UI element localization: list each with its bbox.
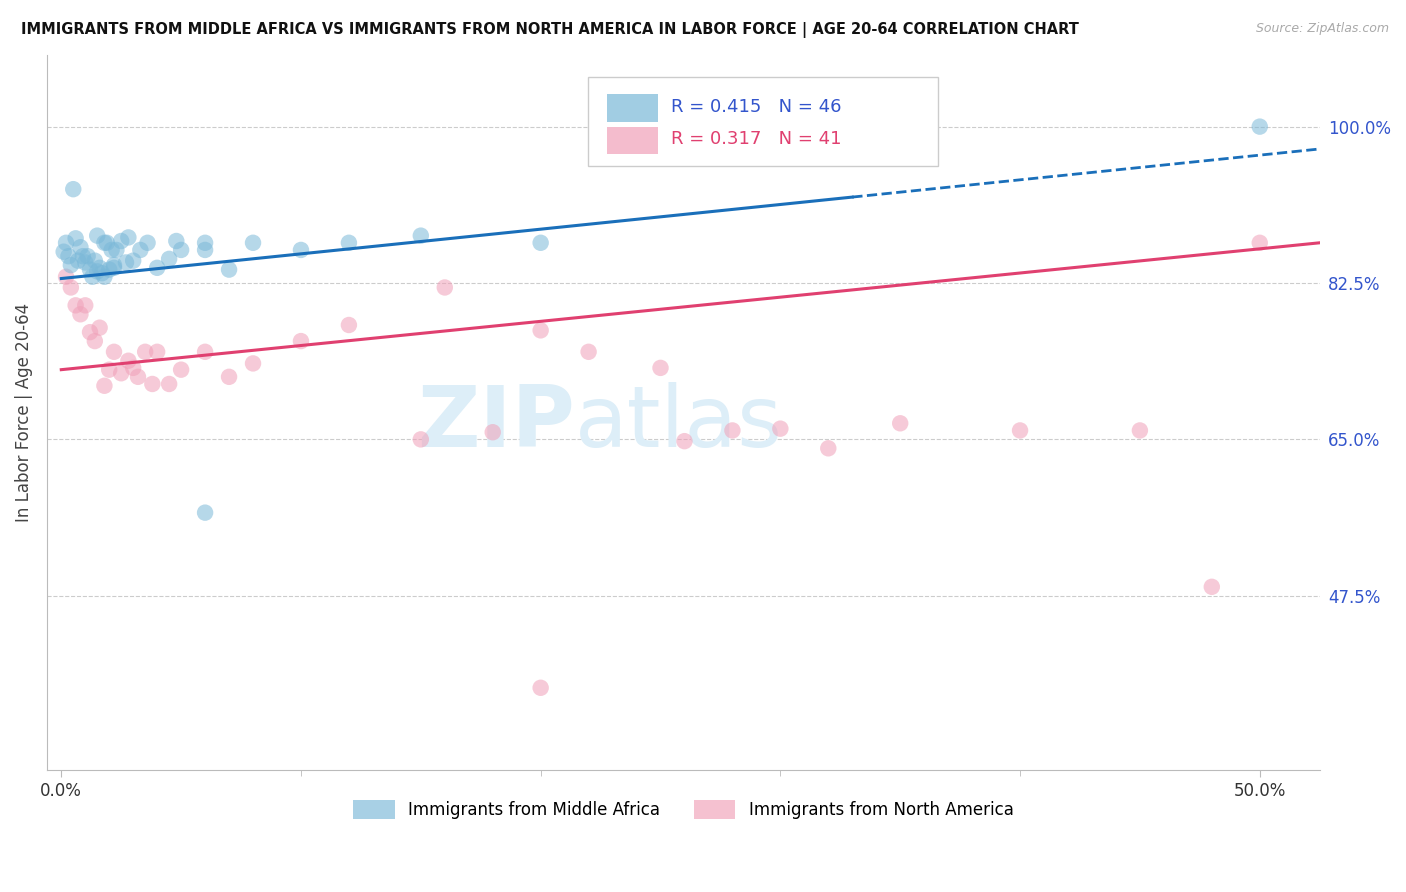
Bar bbox=[607, 127, 658, 153]
Point bbox=[110, 234, 132, 248]
FancyBboxPatch shape bbox=[588, 77, 938, 166]
Point bbox=[93, 269, 115, 284]
Point bbox=[194, 235, 217, 250]
Point bbox=[59, 280, 82, 294]
Point bbox=[165, 234, 187, 248]
Point bbox=[93, 235, 115, 250]
Point bbox=[1249, 235, 1271, 250]
Text: ZIP: ZIP bbox=[418, 382, 575, 465]
Point bbox=[194, 506, 217, 520]
Point bbox=[100, 243, 122, 257]
Point bbox=[86, 264, 108, 278]
Point bbox=[69, 240, 91, 254]
Point bbox=[290, 334, 312, 348]
Point bbox=[79, 262, 101, 277]
Point bbox=[218, 369, 240, 384]
Point bbox=[530, 681, 553, 695]
Point bbox=[721, 424, 744, 438]
Point bbox=[83, 334, 105, 348]
Point bbox=[769, 422, 792, 436]
Point bbox=[93, 378, 115, 392]
Point bbox=[122, 253, 145, 268]
Point bbox=[79, 325, 101, 339]
Point bbox=[59, 258, 82, 272]
Point bbox=[82, 269, 104, 284]
Point bbox=[89, 260, 111, 275]
Point bbox=[55, 235, 77, 250]
Point bbox=[117, 353, 139, 368]
Point bbox=[337, 235, 360, 250]
Point bbox=[673, 434, 696, 449]
Point bbox=[433, 280, 456, 294]
Point bbox=[110, 366, 132, 380]
Text: R = 0.317   N = 41: R = 0.317 N = 41 bbox=[671, 130, 841, 148]
Text: atlas: atlas bbox=[575, 382, 783, 465]
Point bbox=[117, 230, 139, 244]
Point bbox=[1129, 424, 1152, 438]
Point bbox=[58, 249, 80, 263]
Point bbox=[98, 362, 121, 376]
Point bbox=[55, 269, 77, 284]
Point bbox=[62, 182, 84, 196]
Point bbox=[105, 243, 128, 257]
Point bbox=[146, 344, 169, 359]
Point bbox=[115, 255, 138, 269]
Point bbox=[141, 376, 163, 391]
Point bbox=[817, 442, 839, 456]
Point bbox=[1008, 424, 1031, 438]
Point bbox=[530, 323, 553, 337]
Point bbox=[52, 244, 75, 259]
Point bbox=[157, 252, 180, 266]
Point bbox=[170, 243, 193, 257]
Point bbox=[889, 417, 911, 431]
Point bbox=[65, 231, 87, 245]
Point bbox=[194, 344, 217, 359]
Point bbox=[72, 249, 94, 263]
Point bbox=[530, 235, 553, 250]
Legend: Immigrants from Middle Africa, Immigrants from North America: Immigrants from Middle Africa, Immigrant… bbox=[346, 793, 1019, 826]
Text: R = 0.415   N = 46: R = 0.415 N = 46 bbox=[671, 98, 841, 116]
Point bbox=[242, 356, 264, 370]
Point bbox=[75, 255, 97, 269]
Point bbox=[127, 369, 149, 384]
Text: IMMIGRANTS FROM MIDDLE AFRICA VS IMMIGRANTS FROM NORTH AMERICA IN LABOR FORCE | : IMMIGRANTS FROM MIDDLE AFRICA VS IMMIGRA… bbox=[21, 22, 1078, 38]
Text: Source: ZipAtlas.com: Source: ZipAtlas.com bbox=[1256, 22, 1389, 36]
Point bbox=[136, 235, 159, 250]
Point bbox=[337, 318, 360, 332]
Point bbox=[129, 243, 152, 257]
Point bbox=[650, 360, 672, 375]
Point bbox=[409, 433, 432, 447]
Point bbox=[170, 362, 193, 376]
Point bbox=[65, 298, 87, 312]
Point bbox=[103, 258, 125, 272]
Point bbox=[578, 344, 600, 359]
Point bbox=[481, 425, 503, 440]
Point bbox=[157, 376, 180, 391]
Point bbox=[67, 253, 90, 268]
Point bbox=[75, 298, 97, 312]
Point bbox=[69, 307, 91, 321]
Point bbox=[91, 266, 114, 280]
Y-axis label: In Labor Force | Age 20-64: In Labor Force | Age 20-64 bbox=[15, 303, 32, 522]
Point bbox=[96, 235, 118, 250]
Point bbox=[146, 260, 169, 275]
Point bbox=[122, 360, 145, 375]
Point bbox=[103, 344, 125, 359]
Point bbox=[242, 235, 264, 250]
Point bbox=[98, 262, 121, 277]
Point bbox=[103, 260, 125, 275]
Point bbox=[1201, 580, 1223, 594]
Point bbox=[86, 228, 108, 243]
Point bbox=[1249, 120, 1271, 134]
Point bbox=[290, 243, 312, 257]
Point bbox=[134, 344, 156, 359]
Point bbox=[83, 253, 105, 268]
Bar bbox=[607, 95, 658, 121]
Point bbox=[89, 320, 111, 334]
Point bbox=[218, 262, 240, 277]
Point bbox=[76, 249, 98, 263]
Point bbox=[194, 243, 217, 257]
Point bbox=[409, 228, 432, 243]
